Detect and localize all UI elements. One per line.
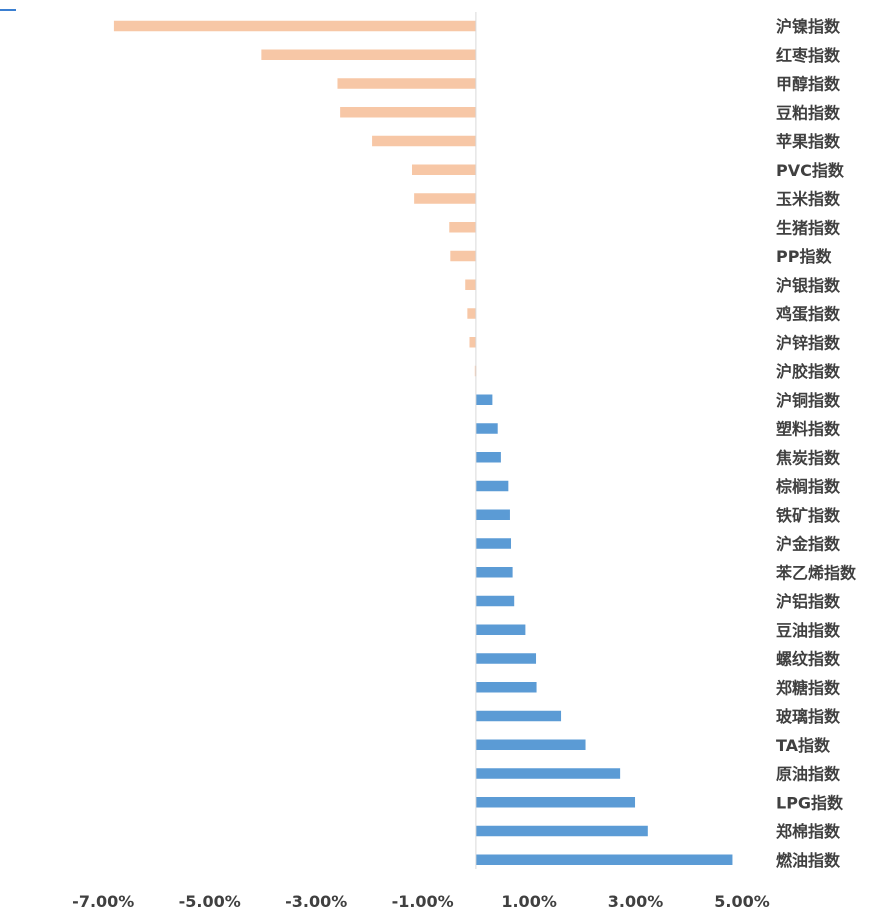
- bar-8: [449, 222, 476, 233]
- category-label-22: 豆油指数: [776, 621, 841, 640]
- x-tick-labels: -7.00% -5.00% -3.00% -1.00% 1.00% 3.00% 5.00%: [72, 892, 770, 911]
- x-tick-label-2: -5.00%: [179, 892, 241, 911]
- category-label-19: 沪金指数: [776, 535, 841, 554]
- bar-23: [475, 653, 537, 664]
- bar-18: [475, 509, 510, 520]
- bar-21: [475, 595, 515, 607]
- bar-17: [475, 480, 509, 492]
- bar-19: [475, 538, 512, 549]
- x-tick-label-4: -1.00%: [392, 892, 454, 911]
- category-label-15: 塑料指数: [776, 420, 841, 439]
- category-label-5: 苹果指数: [776, 132, 841, 151]
- category-label-7: 玉米指数: [776, 190, 841, 209]
- bar-12: [469, 337, 476, 348]
- bar-29: [475, 825, 648, 837]
- category-label-16: 焦炭指数: [775, 448, 841, 467]
- category-label-13: 沪胶指数: [776, 362, 841, 381]
- x-tick-label-6: 3.00%: [608, 892, 664, 911]
- bar-14: [475, 394, 493, 405]
- bar-5: [372, 135, 476, 147]
- category-label-25: 玻璃指数: [776, 707, 841, 726]
- category-label-6: PVC指数: [776, 161, 845, 180]
- bar-6: [412, 164, 476, 175]
- bar-7: [414, 193, 476, 204]
- bar-30: [475, 854, 733, 865]
- bar-4: [340, 107, 476, 118]
- category-label-3: 甲醇指数: [776, 75, 841, 94]
- bar-16: [475, 452, 501, 463]
- category-label-30: 燃油指数: [776, 851, 841, 870]
- category-label-10: 沪银指数: [776, 276, 841, 295]
- category-label-28: LPG指数: [776, 793, 844, 812]
- category-label-21: 沪铝指数: [776, 592, 841, 611]
- category-label-2: 红枣指数: [776, 46, 841, 65]
- category-label-9: PP指数: [776, 247, 832, 266]
- bar-10: [465, 279, 476, 290]
- category-label-23: 螺纹指数: [776, 650, 841, 669]
- bars-layer: [113, 20, 733, 865]
- bar-1: [113, 20, 476, 32]
- bar-25: [475, 710, 562, 722]
- category-label-29: 郑棉指数: [776, 822, 841, 841]
- bar-2: [261, 49, 476, 60]
- x-tick-label-7: 5.00%: [714, 892, 770, 911]
- category-label-27: 原油指数: [776, 765, 841, 784]
- x-tick-label-1: -7.00%: [72, 892, 134, 911]
- category-label-1: 沪镍指数: [776, 17, 841, 36]
- category-label-8: 生猪指数: [776, 218, 841, 237]
- bar-20: [475, 567, 513, 578]
- x-tick-label-5: 1.00%: [501, 892, 557, 911]
- category-label-17: 棕榈指数: [776, 477, 841, 496]
- x-tick-label-3: -3.00%: [285, 892, 347, 911]
- bar-24: [475, 682, 537, 693]
- category-label-18: 铁矿指数: [776, 506, 841, 525]
- bar-22: [475, 624, 526, 635]
- category-label-14: 沪铜指数: [776, 391, 841, 410]
- bar-27: [475, 768, 621, 779]
- category-label-11: 鸡蛋指数: [775, 305, 841, 324]
- category-label-4: 豆粕指数: [776, 103, 841, 122]
- category-label-20: 苯乙烯指数: [775, 563, 857, 582]
- bar-11: [467, 308, 476, 319]
- bar-15: [475, 423, 498, 434]
- bar-9: [450, 250, 476, 262]
- bar-26: [475, 739, 586, 750]
- bar-3: [337, 78, 476, 89]
- bar-28: [475, 797, 636, 808]
- category-label-24: 郑糖指数: [776, 678, 841, 697]
- category-label-12: 沪锌指数: [776, 333, 841, 352]
- corner-mark: [0, 0, 16, 11]
- category-label-26: TA指数: [776, 736, 831, 755]
